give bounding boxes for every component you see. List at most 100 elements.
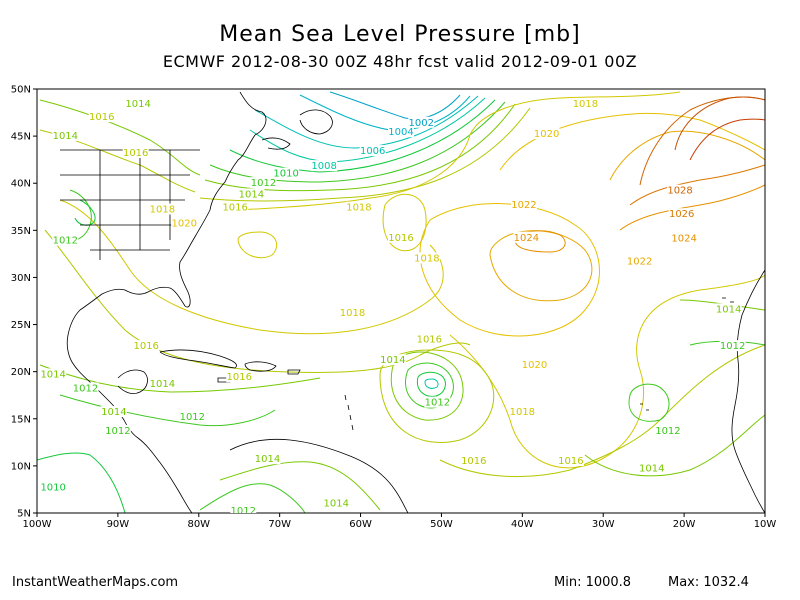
lon-tick-label: 40W: [511, 519, 534, 530]
contour-label-bg: [100, 406, 127, 418]
contour-label: 1018: [510, 407, 535, 418]
isobar-1020-ne: [499, 112, 765, 171]
latitude-ticks: 5N 10N 15N 20N 25N 30N 35N 40N 45N 50N: [11, 85, 37, 520]
lat-tick-label: 5N: [17, 509, 31, 520]
isobar-1018-north: [234, 91, 681, 211]
contour-label-bg: [416, 333, 443, 345]
isobar-1010-ts: [416, 371, 446, 397]
isobar-1018-loop: [382, 193, 427, 252]
contour-label: 1012: [720, 341, 745, 352]
lat-tick-label: 50N: [11, 85, 31, 96]
isobar-1014-east: [679, 299, 765, 311]
map-frame: [36, 88, 766, 514]
contour-label-bg: [104, 424, 131, 436]
contour-label: 1016: [417, 335, 442, 346]
contour-label: 1024: [514, 233, 539, 244]
contour-label-bg: [250, 177, 277, 189]
lat-tick-label: 10N: [11, 461, 31, 472]
contour-label-bg: [254, 453, 281, 465]
contour-label-bg: [388, 231, 414, 243]
isobar-1014-carib: [39, 364, 321, 393]
contour-label-bg: [171, 217, 198, 229]
contour-label-bg: [533, 128, 560, 140]
contour-label: 1010: [273, 169, 298, 180]
isobar-1014-ne-us: [39, 99, 201, 176]
isobar-1016: [199, 107, 531, 202]
contour-label-bg: [238, 188, 265, 200]
contour-label-bg: [510, 198, 537, 210]
contour-label: 1012: [180, 412, 205, 423]
contour-label-bg: [133, 340, 160, 352]
isobar-1002: [329, 91, 461, 120]
contour-label: 1016: [89, 112, 114, 123]
isobar-1012: [209, 101, 506, 183]
contour-label: 1012: [73, 384, 98, 395]
isobar-1010: [229, 99, 496, 173]
contour-label: 1014: [639, 464, 664, 475]
contour-label: 1018: [340, 308, 365, 319]
contour-label-bg: [230, 505, 257, 513]
isobar-1020-mid: [419, 203, 600, 337]
isobar-1022-ne: [609, 130, 765, 181]
contour-label-bg: [72, 382, 99, 394]
isobar-1006: [254, 95, 479, 149]
contour-label: 1014: [125, 99, 150, 110]
contour-label-bg: [654, 424, 681, 436]
contour-label: 1016: [222, 203, 247, 214]
contour-label: 1012: [251, 178, 276, 189]
contour-label-bg: [715, 303, 742, 315]
contour-label: 1020: [171, 219, 196, 230]
contour-label: 1018: [346, 203, 371, 214]
contour-label: 1022: [627, 256, 652, 267]
contour-label: 1014: [380, 355, 405, 366]
lat-tick-label: 45N: [11, 132, 31, 143]
isobar-1010-epac: [37, 452, 126, 513]
isobar-1014-se: [584, 414, 765, 477]
contour-label: 1026: [669, 209, 694, 220]
contour-label: 1014: [716, 304, 741, 315]
isobar-1012-ts: [405, 362, 454, 409]
contour-label: 1012: [425, 398, 450, 409]
lat-tick-label: 20N: [11, 367, 31, 378]
coast-south-america: [229, 438, 409, 513]
isobar-1024-mid: [514, 230, 566, 253]
contour-label: 1016: [388, 233, 413, 244]
isobar-1024-ne: [619, 184, 765, 231]
map-title: Mean Sea Level Pressure [mb]: [219, 22, 581, 47]
isobar-1016-south: [379, 349, 495, 443]
contour-label-bg: [149, 203, 176, 215]
contour-label-bg: [557, 455, 584, 467]
contour-label: 1020: [522, 360, 547, 371]
contour-label-bg: [359, 145, 386, 157]
contour-label-bg: [179, 410, 206, 422]
lon-tick-label: 70W: [268, 519, 291, 530]
contour-label-bg: [388, 126, 414, 138]
coast-cape-verde: [640, 403, 649, 411]
contour-label: 1016: [226, 372, 251, 383]
coast-north-america: [66, 91, 267, 513]
contour-label-bg: [509, 406, 536, 418]
lon-tick-label: 50W: [430, 519, 453, 530]
contour-label: 1012: [231, 506, 256, 517]
contour-label-bg: [311, 160, 338, 172]
contour-label: 1012: [105, 426, 130, 437]
contour-label-bg: [52, 129, 79, 141]
lon-tick-label: 60W: [349, 519, 372, 530]
map-subtitle: ECMWF 2012-08-30 00Z 48hr fcst valid 201…: [162, 52, 638, 71]
isobar-1018-east: [449, 274, 765, 469]
contour-label-bg: [521, 358, 548, 370]
contour-label-bg: [339, 307, 366, 319]
contour-label-bg: [122, 146, 149, 158]
contour-label: 1014: [53, 131, 78, 142]
contour-label-bg: [40, 368, 67, 380]
lat-tick-label: 25N: [11, 320, 31, 331]
isobar-1016-se: [439, 344, 765, 478]
contour-label: 1010: [40, 482, 65, 493]
contour-label-bg: [273, 167, 300, 179]
lon-tick-label: 80W: [187, 519, 210, 530]
contour-label-bg: [413, 252, 440, 264]
contour-label: 1024: [671, 234, 696, 245]
contour-label-bg: [88, 111, 115, 123]
